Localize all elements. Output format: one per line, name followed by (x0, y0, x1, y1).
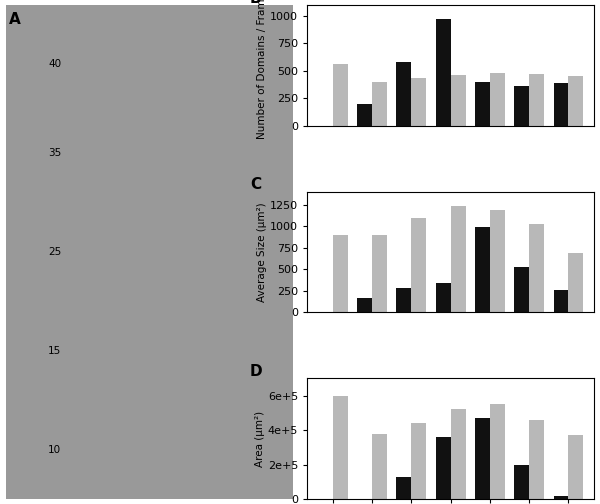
Bar (554, 83, 568, 125)
Bar (397, 477, 411, 499)
Bar (372, 82, 387, 125)
Bar (357, 104, 372, 125)
Text: 10: 10 (48, 445, 61, 455)
Bar (333, 396, 347, 499)
Bar (554, 290, 568, 312)
Bar (554, 495, 568, 499)
Bar (333, 235, 347, 312)
Text: A: A (9, 13, 20, 27)
Bar (568, 435, 583, 499)
Bar (529, 420, 544, 499)
Bar (451, 409, 466, 499)
Bar (475, 227, 490, 312)
Y-axis label: Number of Domains / Frame: Number of Domains / Frame (257, 0, 268, 139)
Y-axis label: Area (μm²): Area (μm²) (255, 411, 265, 467)
Bar (436, 283, 451, 312)
Bar (436, 437, 451, 499)
Bar (451, 207, 466, 312)
Bar (475, 418, 490, 499)
Bar (357, 298, 372, 312)
Bar (411, 79, 426, 125)
Bar (397, 288, 411, 312)
Text: 35: 35 (48, 148, 61, 158)
Bar (333, 64, 347, 125)
Bar (514, 267, 529, 312)
Bar (529, 74, 544, 125)
Text: 40: 40 (48, 59, 61, 70)
Bar (411, 218, 426, 312)
Bar (490, 210, 505, 312)
Bar (475, 82, 490, 125)
Bar (514, 465, 529, 499)
Bar (436, 19, 451, 125)
Text: 15: 15 (48, 346, 61, 356)
Bar (372, 433, 387, 499)
Bar (411, 423, 426, 499)
Bar (568, 76, 583, 125)
Bar (490, 73, 505, 125)
Bar (529, 224, 544, 312)
Bar (372, 235, 387, 312)
Bar (451, 75, 466, 125)
Text: D: D (250, 364, 262, 379)
Text: C: C (250, 177, 261, 193)
Bar (490, 404, 505, 499)
Bar (397, 62, 411, 125)
Bar (568, 253, 583, 312)
Y-axis label: Average Size (μm²): Average Size (μm²) (257, 202, 267, 302)
Text: 25: 25 (48, 247, 61, 257)
Bar (514, 86, 529, 125)
Text: B: B (250, 0, 262, 6)
